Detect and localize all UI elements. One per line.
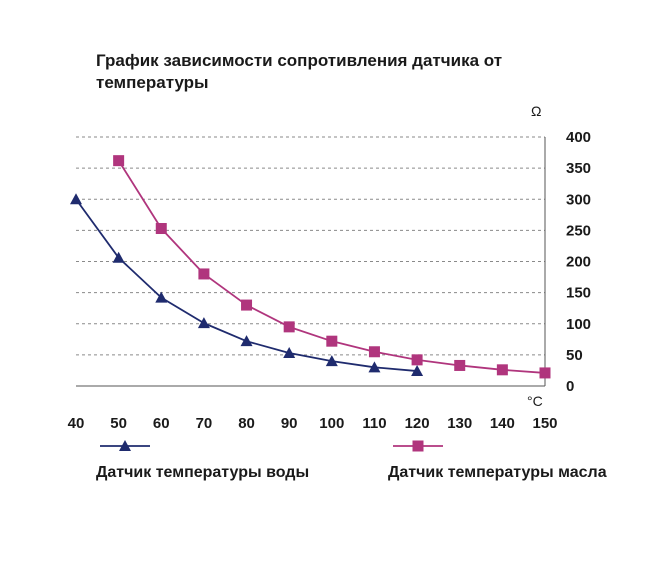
legend-0-marker — [119, 440, 131, 451]
series-1-point-50 — [113, 155, 125, 167]
legend-water-label: Датчик температуры воды — [96, 464, 310, 481]
x-tick-labels: 40 50 60 70 80 90 100 110 120 130 140 150 — [68, 415, 558, 432]
series-1 — [113, 155, 551, 379]
x-tick-90: 90 — [281, 415, 298, 432]
y-tick-100: 100 — [566, 316, 591, 333]
series-1-point-100 — [326, 335, 338, 347]
y-tick-400: 400 — [566, 129, 591, 146]
series-1-point-70 — [198, 268, 210, 280]
axes — [76, 137, 546, 387]
y-tick-150: 150 — [566, 285, 591, 302]
y-axis-unit: Ω — [531, 103, 541, 119]
x-tick-80: 80 — [238, 415, 255, 432]
series-0 — [70, 193, 424, 377]
series-0-point-90 — [283, 347, 296, 359]
y-tick-50: 50 — [566, 347, 583, 364]
series-1-point-80 — [241, 299, 253, 311]
x-tick-150: 150 — [532, 415, 557, 432]
series-1-point-90 — [283, 321, 295, 333]
series-1-point-120 — [411, 354, 423, 366]
x-tick-40: 40 — [68, 415, 85, 432]
y-tick-labels: 0 50 100 150 200 250 300 350 400 — [566, 129, 591, 395]
chart-title: График зависимости сопротивления датчика… — [96, 51, 503, 92]
y-tick-250: 250 — [566, 222, 591, 239]
series-0-point-80 — [240, 335, 253, 347]
x-tick-60: 60 — [153, 415, 170, 432]
x-tick-70: 70 — [196, 415, 213, 432]
series-0-point-120 — [411, 365, 424, 377]
series-1-point-60 — [155, 223, 167, 235]
legend-1-marker — [412, 440, 424, 452]
legend-markers — [100, 440, 443, 452]
x-axis-unit: °C — [527, 393, 543, 409]
series-0-point-100 — [325, 355, 338, 367]
legend-oil-label: Датчик температуры масла — [388, 464, 607, 481]
x-tick-120: 120 — [405, 415, 430, 432]
y-tick-300: 300 — [566, 191, 591, 208]
series-0-point-50 — [112, 251, 125, 263]
series-1-point-130 — [454, 359, 466, 371]
y-tick-0: 0 — [566, 378, 574, 395]
x-tick-110: 110 — [362, 415, 386, 432]
x-tick-100: 100 — [319, 415, 344, 432]
series-0-point-110 — [368, 361, 381, 373]
series-0-point-40 — [70, 193, 82, 205]
series-0-point-60 — [155, 291, 168, 303]
grid-lines — [76, 136, 545, 356]
y-tick-350: 350 — [566, 160, 591, 177]
series-0-point-70 — [197, 317, 210, 329]
series-1-point-140 — [496, 364, 508, 376]
series-layer — [70, 155, 551, 379]
y-tick-200: 200 — [566, 254, 591, 271]
x-tick-140: 140 — [490, 415, 515, 432]
x-tick-130: 130 — [447, 415, 472, 432]
x-tick-50: 50 — [110, 415, 127, 432]
series-1-point-110 — [368, 346, 380, 358]
series-1-point-150 — [539, 367, 551, 379]
